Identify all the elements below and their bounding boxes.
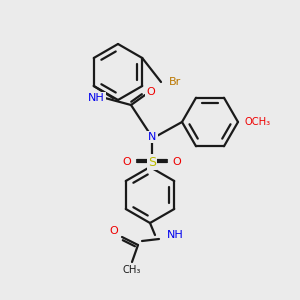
Text: NH: NH [88, 93, 105, 103]
Text: O: O [123, 157, 131, 167]
Text: O: O [147, 87, 155, 97]
Text: N: N [148, 132, 156, 142]
Text: O: O [172, 157, 182, 167]
Text: Br: Br [169, 77, 181, 87]
Text: OCH₃: OCH₃ [245, 117, 271, 127]
Text: S: S [148, 155, 156, 169]
Text: NH: NH [167, 230, 184, 240]
Text: O: O [110, 226, 118, 236]
Text: CH₃: CH₃ [123, 265, 141, 275]
